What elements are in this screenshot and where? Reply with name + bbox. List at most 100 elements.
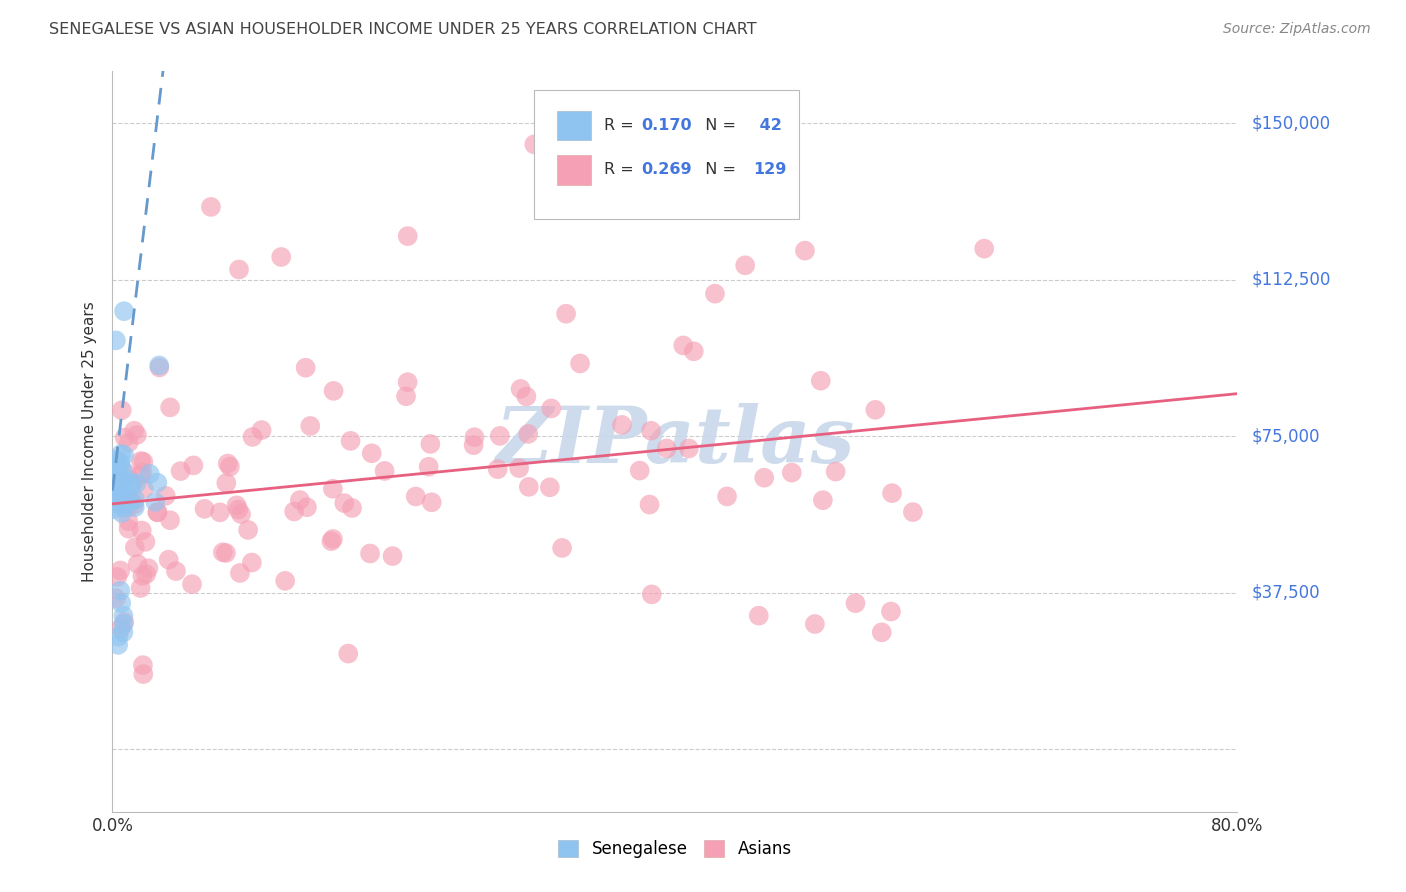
Asians	[127, 557, 149, 571]
Text: SENEGALESE VS ASIAN HOUSEHOLDER INCOME UNDER 25 YEARS CORRELATION CHART: SENEGALESE VS ASIAN HOUSEHOLDER INCOME U…	[49, 22, 756, 37]
Asians	[901, 505, 924, 519]
Asians	[115, 467, 138, 482]
Senegalese	[110, 583, 132, 598]
Asians	[551, 541, 574, 555]
Asians	[810, 374, 832, 388]
Asians	[322, 482, 344, 496]
Text: 0.269: 0.269	[641, 162, 692, 178]
Senegalese	[146, 475, 169, 490]
Text: R =: R =	[605, 162, 638, 178]
Asians	[135, 567, 157, 582]
Senegalese	[114, 487, 136, 501]
Asians	[131, 524, 153, 538]
Asians	[146, 505, 169, 519]
Asians	[655, 442, 678, 456]
Asians	[146, 505, 169, 519]
Asians	[381, 549, 404, 563]
Asians	[419, 437, 441, 451]
Senegalese	[112, 304, 135, 318]
Asians	[299, 419, 322, 434]
Asians	[117, 514, 139, 528]
Asians	[124, 541, 146, 555]
Asians	[517, 480, 540, 494]
Asians	[270, 250, 292, 264]
Asians	[748, 608, 770, 623]
Senegalese	[105, 452, 128, 467]
Asians	[242, 430, 264, 444]
FancyBboxPatch shape	[534, 90, 799, 219]
Asians	[157, 552, 180, 566]
Asians	[374, 464, 396, 478]
Senegalese	[148, 359, 170, 373]
Senegalese	[110, 596, 132, 610]
Senegalese	[120, 479, 142, 493]
Asians	[463, 438, 485, 452]
Asians	[486, 462, 509, 476]
Asians	[129, 468, 152, 483]
Asians	[132, 482, 155, 496]
Asians	[463, 430, 485, 444]
Text: 0.170: 0.170	[641, 118, 692, 133]
Text: ZIPatlas: ZIPatlas	[495, 403, 855, 480]
Senegalese	[112, 608, 135, 623]
Senegalese	[104, 480, 127, 494]
Senegalese	[110, 492, 132, 507]
Asians	[734, 258, 756, 272]
Asians	[540, 401, 562, 416]
Asians	[811, 493, 834, 508]
Asians	[804, 617, 827, 632]
Asians	[396, 229, 419, 244]
Asians	[322, 532, 344, 546]
Text: 129: 129	[754, 162, 787, 178]
Asians	[555, 307, 578, 321]
Text: 42: 42	[754, 118, 782, 133]
Asians	[129, 454, 152, 468]
Asians	[844, 596, 866, 610]
Senegalese	[105, 469, 128, 483]
Senegalese	[111, 506, 134, 520]
Asians	[208, 505, 231, 519]
Asians	[183, 458, 205, 473]
Senegalese	[112, 498, 135, 512]
Senegalese	[110, 447, 132, 461]
Asians	[610, 417, 633, 432]
Asians	[274, 574, 297, 588]
Text: N =: N =	[695, 162, 741, 178]
Asians	[824, 465, 846, 479]
Senegalese	[125, 476, 148, 491]
Asians	[678, 442, 700, 456]
Text: $37,500: $37,500	[1251, 583, 1320, 602]
Asians	[181, 577, 204, 591]
Asians	[295, 500, 318, 515]
Asians	[129, 581, 152, 595]
Asians	[225, 499, 247, 513]
Asians	[405, 490, 427, 504]
Asians	[110, 564, 132, 578]
Asians	[132, 658, 155, 673]
Asians	[489, 429, 512, 443]
Asians	[118, 492, 141, 507]
Asians	[880, 486, 903, 500]
Senegalese	[104, 475, 127, 489]
Asians	[228, 262, 250, 277]
Asians	[132, 455, 155, 469]
Bar	[557, 155, 591, 185]
Asians	[165, 564, 187, 578]
Senegalese	[110, 497, 132, 511]
Legend: Senegalese, Asians: Senegalese, Asians	[550, 831, 800, 866]
Asians	[509, 382, 531, 396]
Asians	[134, 534, 156, 549]
Asians	[236, 523, 259, 537]
Asians	[131, 569, 153, 583]
Asians	[638, 498, 661, 512]
Asians	[418, 459, 440, 474]
Asians	[193, 501, 215, 516]
Asians	[780, 466, 803, 480]
Text: Source: ZipAtlas.com: Source: ZipAtlas.com	[1223, 22, 1371, 37]
Senegalese	[104, 334, 127, 348]
Senegalese	[105, 486, 128, 500]
Asians	[132, 667, 155, 681]
Asians	[215, 475, 238, 490]
Asians	[112, 615, 135, 629]
Senegalese	[139, 467, 162, 481]
